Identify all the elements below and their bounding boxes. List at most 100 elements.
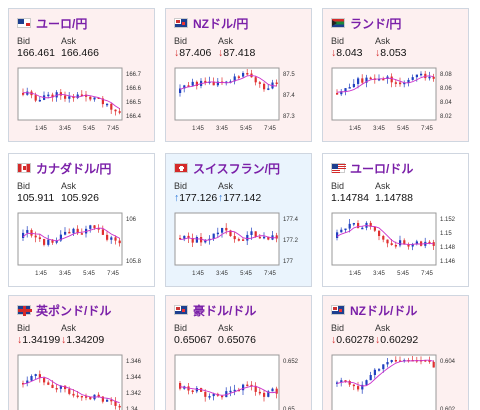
x-tick-label: 5:45 (240, 126, 252, 132)
bid-label: Bid (331, 181, 345, 191)
y-tick-label: 106 (126, 217, 137, 223)
candle-body (352, 223, 355, 225)
candle-body (237, 76, 240, 78)
rate-card-eur-usd[interactable]: ユーロ/ドル Bid Ask 1.14784 1.14788 1.152 1.15… (322, 153, 469, 287)
price-chart[interactable]: 8.08 8.06 8.04 8.02 1:45 3:45 5:45 7:45 (331, 67, 462, 133)
x-tick-label: 5:45 (240, 271, 252, 277)
candle-body (428, 360, 431, 362)
candle-body (399, 360, 402, 362)
candle-body (34, 374, 37, 377)
rate-card-nzd-jpy[interactable]: NZドル/円 Bid Ask ↓87.406 ↓87.418 87.5 87.4 8… (165, 8, 312, 142)
candle-body (101, 98, 104, 105)
candle-body (415, 241, 418, 245)
ask-value: ↓87.418 (218, 47, 256, 59)
candle-body (55, 387, 58, 390)
rate-card-nzd-usd[interactable]: NZドル/ドル Bid Ask ↓0.60278 ↓0.60292 0.604 0… (322, 295, 469, 410)
flag-icon (17, 305, 32, 316)
candle-body (110, 103, 113, 110)
price-chart[interactable]: 166.7 166.6 166.5 166.4 1:45 3:45 5:45 7:45 (17, 67, 148, 133)
price-chart[interactable]: 177.4 177.2 177 1:45 3:45 5:45 7:45 (174, 212, 305, 278)
ask-label: Ask (61, 323, 77, 333)
y-tick-label: 0.65 (283, 407, 295, 410)
candle-body (76, 94, 79, 99)
rate-card-aud-usd[interactable]: 豪ドル/ドル Bid Ask 0.65067 0.65076 0.652 0.65 (165, 295, 312, 410)
y-tick-label: 8.04 (440, 100, 452, 106)
candle-body (336, 93, 339, 95)
candle-body (352, 83, 355, 88)
candle-body (93, 225, 96, 229)
candle-body (97, 394, 100, 397)
candlestick-svg: 106 105.8 1:45 3:45 5:45 7:45 (17, 212, 142, 277)
price-chart[interactable]: 0.604 0.602 (331, 354, 462, 410)
x-tick-label: 7:45 (264, 126, 276, 132)
candle-body (399, 82, 402, 85)
candle-body (97, 97, 100, 100)
y-tick-label: 8.06 (440, 86, 452, 92)
candle-body (183, 85, 186, 89)
candle-body (365, 380, 368, 385)
candle-body (114, 401, 117, 406)
candle-body (390, 243, 393, 246)
candle-body (394, 360, 397, 362)
candle-body (191, 81, 194, 86)
x-tick-label: 1:45 (35, 126, 47, 132)
candle-body (38, 99, 41, 102)
candle-body (101, 229, 104, 235)
candle-body (51, 94, 54, 98)
bid-value: ↓87.406 (174, 47, 212, 59)
candle-body (390, 360, 393, 363)
down-arrow-icon: ↓ (331, 334, 337, 346)
candle-body (378, 230, 381, 237)
rate-card-eur-jpy[interactable]: ユーロ/円 Bid Ask 166.461 166.466 166.7 166.6… (8, 8, 155, 142)
candle-body (101, 396, 104, 402)
currency-pair-name: 豪ドル/ドル (193, 303, 257, 318)
candle-body (263, 392, 266, 397)
bid-value: 166.461 (17, 47, 55, 59)
down-arrow-icon: ↓ (375, 47, 381, 59)
price-chart[interactable]: 1.346 1.344 1.342 1.34 (17, 354, 148, 410)
candle-body (47, 94, 50, 97)
candle-body (106, 399, 109, 402)
price-chart[interactable]: 0.652 0.65 (174, 354, 305, 410)
currency-pair-name: ユーロ/円 (36, 16, 88, 31)
candle-body (432, 76, 435, 79)
candle-body (72, 393, 75, 396)
candle-body (59, 234, 62, 241)
candle-body (26, 230, 29, 233)
candle-body (97, 228, 100, 230)
price-chart[interactable]: 1.152 1.15 1.148 1.146 1:45 3:45 5:45 7:45 (331, 212, 462, 278)
candle-body (254, 77, 257, 83)
x-tick-label: 3:45 (59, 271, 71, 277)
price-chart[interactable]: 87.5 87.4 87.3 1:45 3:45 5:45 7:45 (174, 67, 305, 133)
rate-card-cad-jpy[interactable]: カナダドル/円 Bid Ask 105.911 105.926 106 105.8… (8, 153, 155, 287)
candle-body (51, 384, 54, 388)
candle-body (225, 391, 228, 398)
rate-card-gbp-usd[interactable]: 英ポンド/ドル Bid Ask ↓1.34199 ↓1.34209 1.346 1… (8, 295, 155, 410)
moving-average-line (336, 224, 434, 245)
y-tick-label: 87.3 (283, 114, 295, 120)
candle-body (216, 81, 219, 86)
candle-body (26, 91, 29, 95)
x-tick-label: 5:45 (397, 271, 409, 277)
candle-body (43, 378, 46, 383)
candle-body (386, 239, 389, 244)
candle-body (64, 95, 67, 99)
rate-card-chf-jpy[interactable]: スイスフラン/円 Bid Ask ↑177.126 ↑177.142 177.4… (165, 153, 312, 287)
candle-body (208, 396, 211, 398)
rate-card-zar-jpy[interactable]: ランド/円 Bid Ask ↓8.043 ↓8.053 8.08 8.06 8.04… (322, 8, 469, 142)
candle-body (80, 233, 83, 235)
candle-body (187, 85, 190, 87)
candle-body (386, 76, 389, 79)
candle-body (258, 391, 261, 394)
candle-body (179, 88, 182, 93)
y-tick-label: 177.2 (283, 238, 299, 244)
price-chart[interactable]: 106 105.8 1:45 3:45 5:45 7:45 (17, 212, 148, 278)
candle-body (432, 242, 435, 246)
candle-body (114, 237, 117, 241)
y-tick-label: 177 (283, 259, 294, 265)
ask-label: Ask (218, 36, 234, 46)
down-arrow-icon: ↓ (375, 334, 381, 346)
candle-body (407, 244, 410, 247)
ask-label: Ask (375, 323, 391, 333)
